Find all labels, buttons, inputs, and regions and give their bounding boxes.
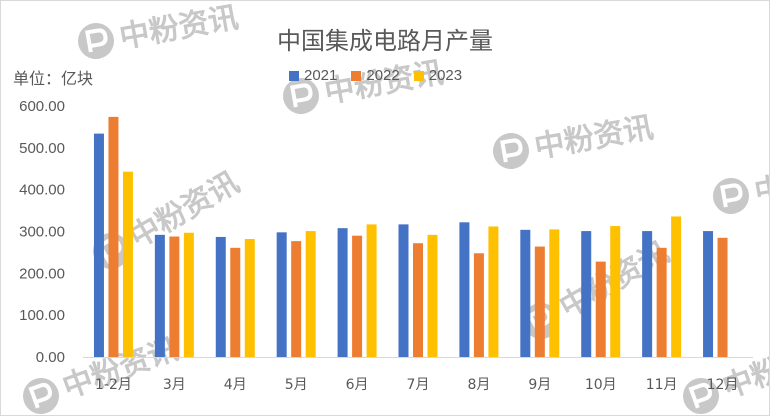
- y-tick-label: 200.00: [19, 265, 65, 282]
- bar-2021: [459, 222, 470, 357]
- watermark-text: 中粉资讯: [752, 155, 769, 210]
- bar-2021: [642, 231, 653, 357]
- watermark: 中粉资讯: [283, 55, 446, 114]
- bar-2021: [93, 133, 104, 357]
- chart-title: 中国集成电路月产量: [277, 27, 493, 55]
- bar-2023: [305, 231, 316, 357]
- legend-item: 2022: [351, 67, 400, 84]
- legend-item: 2021: [289, 67, 337, 84]
- x-tick-label: 6月: [346, 377, 369, 393]
- y-axis-unit-label: 单位：亿块: [13, 69, 94, 88]
- bar-2021: [520, 229, 531, 357]
- bar-2021: [703, 231, 714, 357]
- bar-2022: [108, 116, 119, 357]
- watermark: 中粉资讯: [713, 155, 769, 214]
- bar-2021: [154, 234, 165, 357]
- x-tick-label: 5月: [285, 377, 308, 393]
- y-axis: 0.00 100.00 200.00 300.00 400.00 500.00 600.00: [19, 98, 753, 366]
- x-tick-label: 8月: [467, 377, 490, 393]
- bar-2022: [473, 253, 484, 357]
- bar-2022: [413, 243, 423, 357]
- p-logo-icon: [78, 23, 114, 59]
- x-tick-label: 10月: [585, 377, 617, 393]
- bar-2022: [534, 246, 545, 357]
- y-tick-label: 100.00: [19, 307, 65, 324]
- bar-2022: [291, 241, 302, 357]
- bar-2022: [595, 261, 606, 357]
- y-tick-label: 400.00: [19, 182, 65, 199]
- p-logo-icon: [23, 378, 59, 414]
- x-tick-label: 9月: [528, 377, 551, 393]
- legend-label: 2022: [366, 67, 400, 84]
- watermark-text: 中粉资讯: [532, 110, 656, 165]
- bars-layer: [93, 116, 728, 357]
- bar-2021: [276, 232, 287, 357]
- bar-2022: [352, 235, 363, 357]
- watermark: 中粉资讯: [493, 110, 656, 169]
- p-logo-icon: [683, 378, 719, 414]
- x-axis: 1-2月 3月 4月 5月 6月 7月 8月 9月 10月 11月 12月: [95, 377, 738, 393]
- bar-2023: [244, 239, 255, 357]
- bar-2023: [122, 171, 133, 357]
- legend-label: 2021: [304, 67, 338, 84]
- bar-2021: [337, 228, 348, 357]
- y-tick-label: 500.00: [19, 140, 65, 157]
- bar-2022: [656, 247, 667, 357]
- legend-swatch: [351, 70, 362, 81]
- bar-2021: [581, 231, 592, 357]
- bar-2023: [488, 226, 499, 357]
- legend-swatch: [413, 70, 424, 81]
- bar-2021: [398, 224, 409, 357]
- bar-2023: [366, 224, 377, 357]
- legend-swatch: [289, 70, 299, 81]
- p-logo-icon: [713, 178, 749, 214]
- bar-2022: [717, 237, 728, 357]
- bar-2023: [671, 216, 682, 357]
- legend-label: 2023: [428, 67, 463, 84]
- legend-item: 2023: [413, 67, 463, 84]
- x-tick-label: 11月: [646, 377, 678, 393]
- y-tick-label: 0.00: [36, 349, 65, 366]
- x-tick-label: 1-2月: [95, 377, 132, 393]
- x-tick-label: 12月: [707, 377, 739, 393]
- y-tick-label: 300.00: [19, 224, 65, 241]
- bar-2022: [230, 247, 241, 357]
- bar-2023: [427, 234, 438, 357]
- x-tick-label: 3月: [163, 377, 186, 393]
- bar-2023: [183, 232, 194, 357]
- bar-2023: [549, 229, 560, 357]
- bar-2023: [610, 226, 621, 357]
- x-tick-label: 4月: [224, 377, 247, 393]
- legend: 2021 2022 2023: [289, 67, 462, 84]
- bar-2021: [215, 236, 226, 357]
- bar-2022: [169, 236, 180, 357]
- y-tick-label: 600.00: [19, 98, 65, 115]
- p-logo-icon: [283, 78, 319, 114]
- p-logo-icon: [493, 133, 529, 169]
- x-tick-label: 7月: [407, 377, 430, 393]
